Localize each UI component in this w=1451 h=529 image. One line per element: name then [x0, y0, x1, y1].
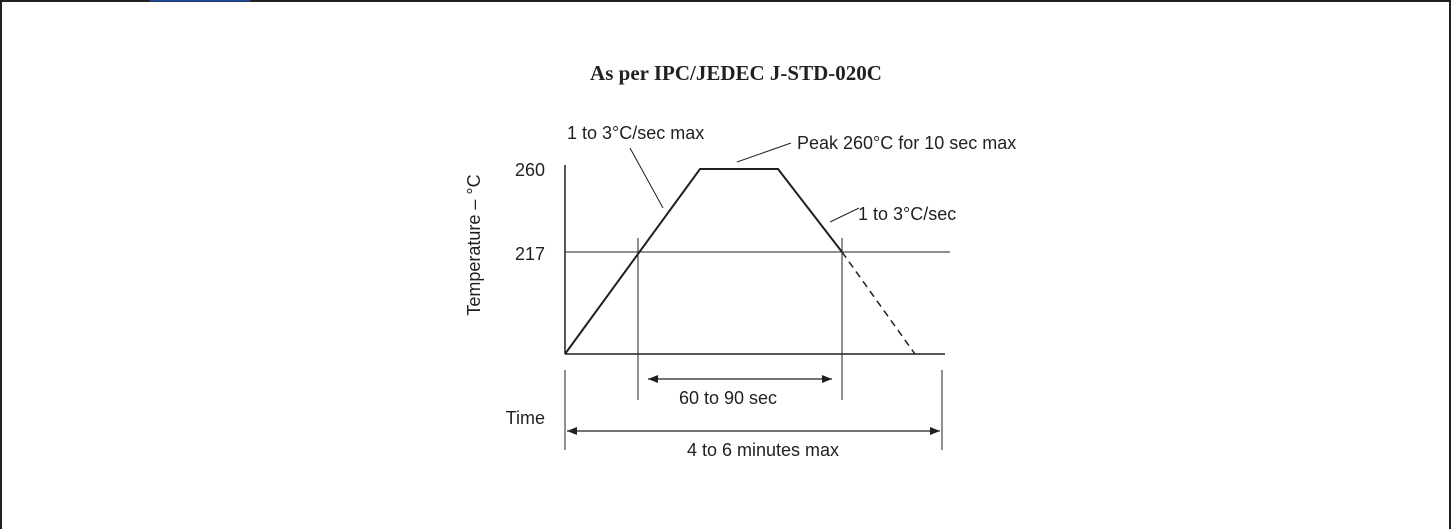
- tick-label-217: 217: [515, 244, 545, 264]
- diagram-title: As per IPC/JEDEC J-STD-020C: [590, 61, 882, 85]
- ramp-down-leader: [829, 207, 860, 223]
- y-axis-label: Temperature – °C: [464, 174, 484, 315]
- reflow-profile-curve: [564, 168, 843, 355]
- ramp-up-leader: [629, 147, 664, 209]
- ramp-up-label: 1 to 3°C/sec max: [567, 123, 704, 143]
- peak-leader: [736, 142, 792, 163]
- time-above-liquidus-label: 60 to 90 sec: [679, 388, 777, 408]
- x-axis-label: Time: [506, 408, 545, 428]
- cooling-dashed-extension: [841, 251, 916, 355]
- tick-label-260: 260: [515, 160, 545, 180]
- ramp-down-label: 1 to 3°C/sec: [858, 204, 956, 224]
- peak-label: Peak 260°C for 10 sec max: [797, 133, 1016, 153]
- total-time-label: 4 to 6 minutes max: [687, 440, 839, 460]
